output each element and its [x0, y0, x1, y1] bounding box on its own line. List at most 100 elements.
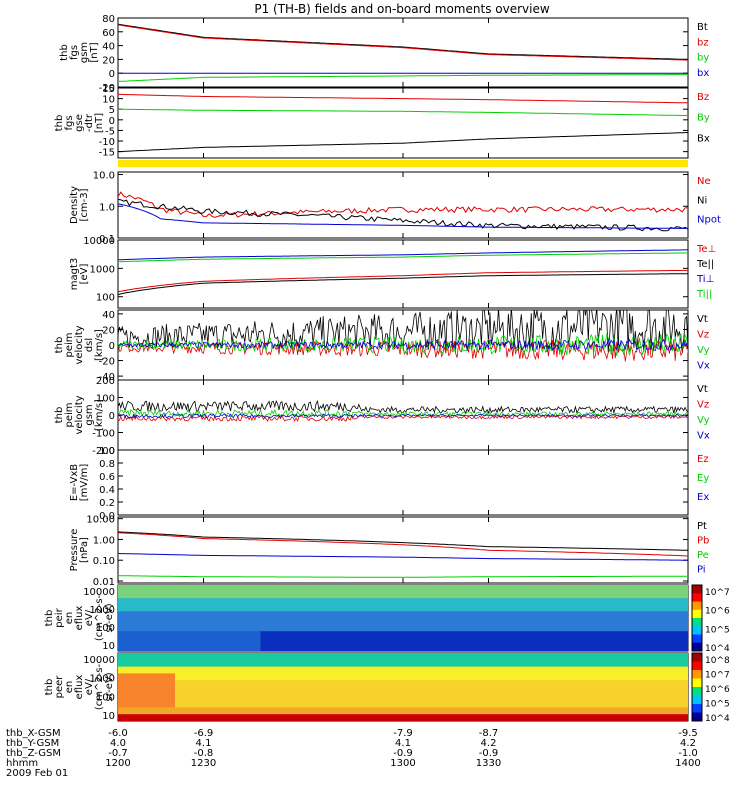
- heatmap-cell: [479, 687, 489, 695]
- heatmap-cell: [165, 659, 176, 668]
- heatmap-cell: [583, 687, 594, 695]
- heatmap-cell: [593, 591, 603, 599]
- heatmap-cell: [469, 666, 480, 674]
- heatmap-cell: [678, 618, 688, 626]
- heatmap-cell: [317, 618, 328, 626]
- plot-date: 2009 Feb 01: [6, 768, 68, 779]
- heatmap-cell: [184, 598, 195, 606]
- heatmap-cell: [365, 591, 375, 599]
- heatmap-cell: [384, 666, 394, 674]
- heatmap-cell: [184, 624, 195, 632]
- heatmap-cell: [593, 700, 603, 708]
- heatmap-cell: [460, 707, 470, 715]
- heatmap-cell: [650, 644, 660, 651]
- heatmap-cell: [536, 637, 546, 645]
- heatmap-cell: [298, 618, 309, 626]
- heatmap-cell: [346, 644, 356, 651]
- x-axis-row-label: thb_X-GSM: [6, 728, 61, 739]
- heatmap-cell: [422, 707, 432, 715]
- heatmap-cell: [146, 585, 157, 593]
- heatmap-cell: [621, 598, 632, 606]
- heatmap-cell: [602, 644, 613, 651]
- heatmap-cell: [479, 714, 489, 721]
- y-tick-label: 10.0: [93, 171, 115, 182]
- heatmap-cell: [327, 707, 337, 715]
- heatmap-cell: [498, 673, 508, 681]
- heatmap-cell: [507, 637, 518, 645]
- colorbar-label: 10^8: [705, 656, 730, 666]
- heatmap-cell: [137, 700, 147, 708]
- heatmap-cell: [127, 624, 138, 632]
- heatmap-cell: [450, 637, 461, 645]
- heatmap-cell: [678, 591, 688, 599]
- heatmap-cell: [526, 700, 537, 708]
- heatmap-cell: [412, 666, 423, 674]
- y-tick-label: -10: [99, 137, 115, 148]
- heatmap-cell: [669, 666, 679, 674]
- heatmap-cell: [298, 624, 309, 632]
- heatmap-cell: [393, 714, 404, 721]
- heatmap-cell: [403, 666, 413, 674]
- colorbar-frame: [691, 652, 703, 722]
- y-axis-label: magt3: [69, 258, 80, 291]
- heatmap-cell: [346, 700, 356, 708]
- heatmap-cell: [469, 707, 480, 715]
- heatmap-cell: [222, 659, 233, 668]
- heatmap-cell: [545, 707, 556, 715]
- y-tick-label: 10000: [83, 655, 115, 666]
- heatmap-cell: [669, 631, 679, 639]
- heatmap-cell: [564, 659, 575, 668]
- heatmap-cell: [498, 680, 508, 688]
- heatmap-cell: [232, 714, 242, 721]
- y-axis-label: thb: [44, 679, 55, 696]
- heatmap-cell: [203, 707, 214, 715]
- heatmap-cell: [374, 618, 385, 626]
- heatmap-cell: [536, 624, 546, 632]
- heatmap-cell: [574, 700, 584, 708]
- heatmap-cell: [137, 598, 147, 606]
- heatmap-cell: [469, 653, 480, 661]
- heatmap-cell: [213, 631, 223, 639]
- heatmap-cell: [526, 624, 537, 632]
- heatmap-cell: [279, 644, 290, 651]
- colorbar-segment: [692, 593, 702, 602]
- heatmap-cell: [422, 611, 432, 619]
- heatmap-cell: [118, 693, 128, 702]
- heatmap-cell: [659, 707, 670, 715]
- heatmap-cell: [232, 693, 242, 702]
- heatmap-cell: [460, 680, 470, 688]
- heatmap-cell: [232, 680, 242, 688]
- heatmap-cell: [336, 611, 347, 619]
- heatmap-cell: [270, 631, 280, 639]
- heatmap-cell: [260, 631, 271, 639]
- heatmap-cell: [441, 591, 451, 599]
- heatmap-cell: [536, 700, 546, 708]
- heatmap-cell: [327, 631, 337, 639]
- heatmap-cell: [650, 700, 660, 708]
- heatmap-cell: [355, 618, 366, 626]
- heatmap-cell: [517, 644, 527, 651]
- heatmap-cell: [165, 624, 176, 632]
- heatmap-cell: [498, 666, 508, 674]
- heatmap-cell: [308, 598, 318, 606]
- y-axis-label: [nPa]: [79, 537, 90, 563]
- colorbar-label: 10^4: [705, 644, 730, 654]
- heatmap-cell: [232, 598, 242, 606]
- heatmap-cell: [507, 659, 518, 668]
- heatmap-cell: [184, 693, 195, 702]
- heatmap-cell: [507, 653, 518, 661]
- heatmap-cell: [317, 680, 328, 688]
- heatmap-cell: [517, 707, 527, 715]
- heatmap-cell: [583, 604, 594, 612]
- heatmap-cell: [593, 673, 603, 681]
- heatmap-cell: [498, 707, 508, 715]
- heatmap-cell: [327, 687, 337, 695]
- y-tick-label: 1.00: [93, 535, 115, 546]
- heatmap-cell: [194, 680, 204, 688]
- heatmap-cell: [241, 693, 252, 702]
- heatmap-cell: [260, 673, 271, 681]
- heatmap-cell: [222, 624, 233, 632]
- heatmap-cell: [374, 673, 385, 681]
- y-tick-label: 0: [109, 116, 115, 127]
- heatmap-cell: [336, 693, 347, 702]
